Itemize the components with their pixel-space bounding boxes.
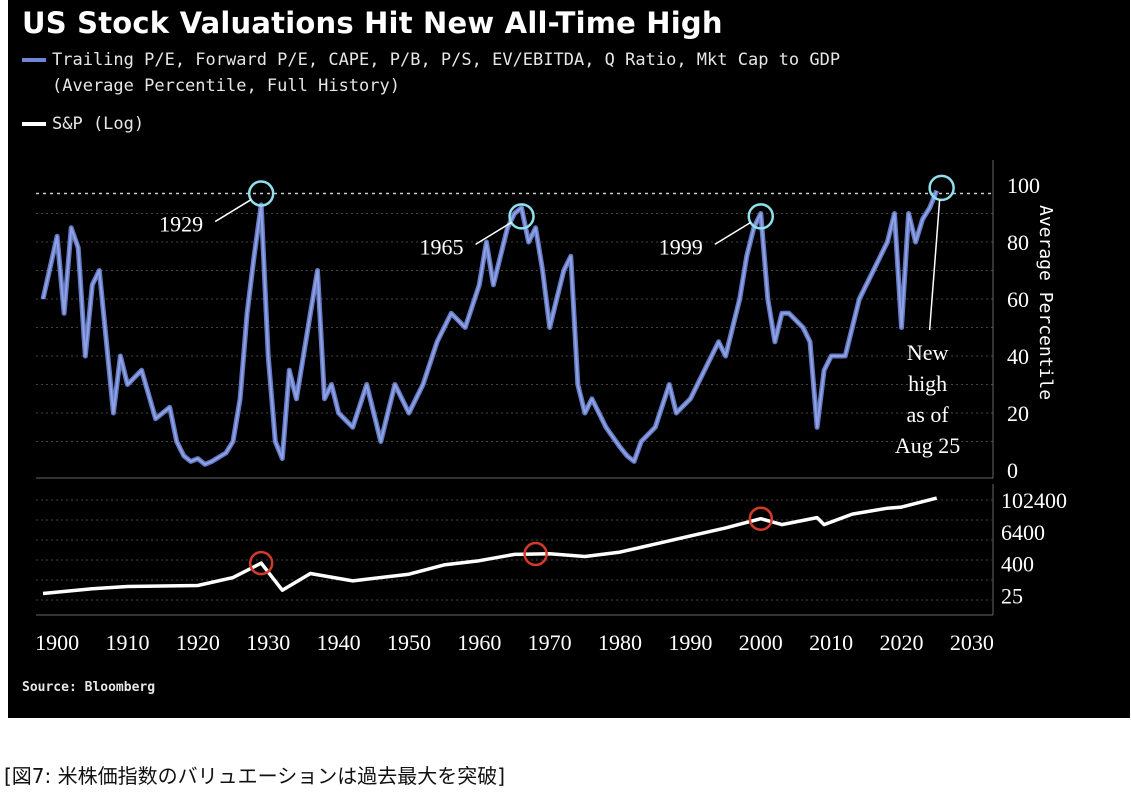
x-tick-label: 1900	[35, 630, 79, 655]
legend-valuation: Trailing P/E, Forward P/E, CAPE, P/B, P/…	[22, 50, 840, 70]
annotation-label: 1965	[420, 234, 464, 259]
y-tick-label: 25	[1001, 584, 1023, 609]
x-tick-label: 2020	[880, 630, 924, 655]
y-tick-label: 6400	[1001, 520, 1045, 545]
legend-valuation-swatch	[22, 58, 46, 62]
annotation-leader	[475, 221, 512, 245]
chart-panel: US Stock Valuations Hit New All-Time Hig…	[8, 0, 1130, 718]
y-tick-label: 400	[1001, 552, 1034, 577]
legend-sp-swatch	[22, 122, 46, 126]
valuation-percentile-line-core	[42, 190, 938, 466]
annotation-leader	[214, 198, 252, 223]
peak-circle-sp	[248, 550, 274, 576]
x-tick-label: 1970	[528, 630, 572, 655]
chart-title: US Stock Valuations Hit New All-Time Hig…	[22, 6, 723, 40]
annotation-label: 1929	[159, 212, 203, 237]
sp-log-line	[42, 496, 938, 596]
x-tick-label: 1930	[246, 630, 290, 655]
y-tick-label: 60	[1007, 287, 1029, 312]
peak-circle-sp	[748, 506, 774, 531]
annotation-label-line: Aug 25	[895, 433, 960, 458]
peak-circle	[928, 174, 955, 202]
y-tick-label: 20	[1007, 401, 1029, 426]
annotation-label-line: as of	[907, 402, 950, 427]
y-axis-label: Average Percentile	[1035, 205, 1056, 400]
y-tick-label: 80	[1007, 230, 1029, 255]
x-tick-label: 2000	[739, 630, 783, 655]
x-tick-label: 2030	[950, 630, 994, 655]
x-tick-label: 1980	[598, 630, 642, 655]
annotation-label: New high as of Aug 25	[895, 340, 960, 458]
y-tick-label: 40	[1007, 344, 1029, 369]
peak-circle	[247, 180, 275, 207]
legend-valuation-sub: (Average Percentile, Full History)	[22, 76, 400, 96]
annotation-label: 1999	[659, 234, 703, 259]
y-tick-label: 0	[1007, 458, 1018, 483]
annotation-leader	[714, 221, 752, 245]
annotation-leader	[928, 199, 941, 331]
source-note: Source: Bloomberg	[22, 680, 156, 695]
x-tick-label: 1910	[105, 630, 149, 655]
chart-canvas: 0 20 40 60 80 100 Average Percentile 25 400 6400 1…	[35, 160, 1067, 655]
legend-sp-label: S&P (Log)	[52, 114, 145, 134]
x-tick-label: 1960	[457, 630, 501, 655]
figure-caption: [図7: 米株価指数のバリュエーションは過去最大を突破]	[4, 764, 506, 788]
x-tick-label: 1950	[387, 630, 431, 655]
annotation-label-line: high	[908, 371, 947, 396]
peak-circle	[747, 203, 775, 230]
x-tick-label: 1920	[176, 630, 220, 655]
legend-valuation-sublabel: (Average Percentile, Full History)	[52, 76, 400, 96]
legend-valuation-label: Trailing P/E, Forward P/E, CAPE, P/B, P/…	[52, 50, 841, 70]
peak-circle-sp	[523, 541, 548, 567]
x-tick-label: 1990	[668, 630, 712, 655]
y-tick-label: 102400	[1001, 488, 1067, 513]
peak-circle	[508, 203, 535, 230]
x-tick-label: 2010	[809, 630, 853, 655]
x-tick-label: 1940	[317, 630, 361, 655]
legend-sp: S&P (Log)	[22, 114, 144, 134]
y-tick-label: 100	[1007, 173, 1040, 198]
annotation-label-line: New	[907, 340, 949, 365]
